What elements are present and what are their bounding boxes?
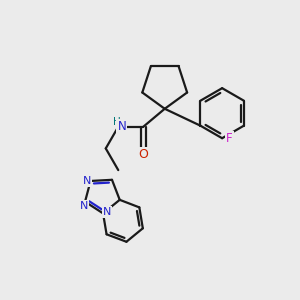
Text: H: H bbox=[113, 117, 121, 127]
Text: F: F bbox=[226, 132, 233, 145]
Text: N: N bbox=[117, 120, 126, 133]
Text: N: N bbox=[83, 176, 91, 186]
Text: O: O bbox=[138, 148, 148, 160]
Text: N: N bbox=[102, 207, 111, 217]
Text: N: N bbox=[80, 201, 88, 211]
